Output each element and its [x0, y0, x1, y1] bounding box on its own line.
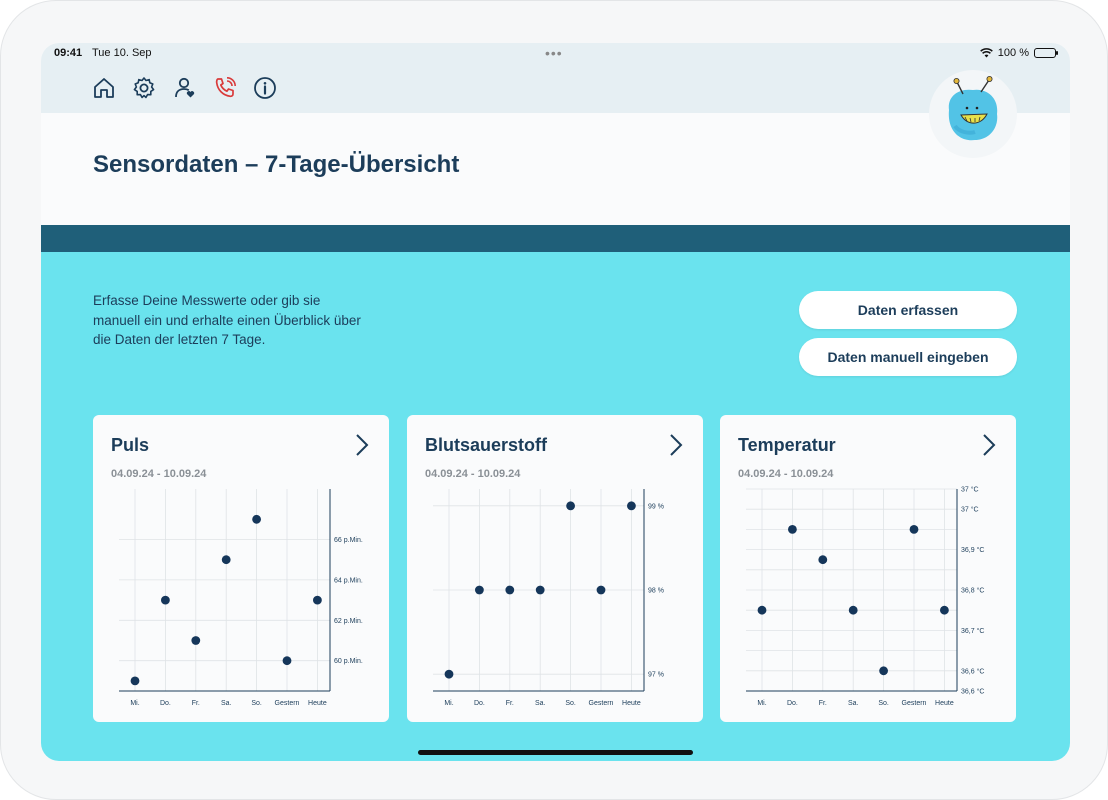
data-point[interactable]: [313, 595, 322, 605]
data-point[interactable]: [788, 525, 797, 534]
temperature-chart: Mi. Do. Fr. Sa. So. Gestern Heute 36,6 °C 36,6 °…: [746, 486, 984, 707]
battery-percent: 100 %: [997, 47, 1029, 59]
y-tick-label: 37 °C: [961, 506, 979, 514]
data-point[interactable]: [282, 656, 292, 666]
data-point[interactable]: [627, 501, 636, 511]
y-tick-label: 36,6 °C: [961, 667, 984, 675]
data-point[interactable]: [475, 585, 484, 595]
data-point[interactable]: [909, 525, 919, 534]
x-tick-label: Fr.: [192, 700, 200, 707]
date-range: 04.09.24 - 10.09.24: [111, 468, 207, 480]
y-tick-label: 99 %: [648, 503, 664, 510]
pulse-chart: Mi. Do. Fr. Sa. So. Gestern Heute 60 p.Min. 62 p…: [119, 489, 363, 707]
card-title: Puls: [111, 435, 150, 455]
y-tick-label: 36,7 °C: [961, 627, 984, 635]
oxygen-card[interactable]: Blutsauerstoff 04.09.24 - 10.09.24 Mi. Do…: [407, 415, 703, 722]
home-icon[interactable]: [91, 75, 117, 101]
y-tick-label: 62 p.Min.: [334, 618, 363, 625]
data-point[interactable]: [757, 605, 767, 615]
y-tick-label: 36,6 °C: [961, 688, 984, 696]
monster-mascot-icon: [948, 76, 998, 141]
oxygen-chart: Mi. Do. Fr. Sa. So. Gestern Heute 97 % 98 % 99 %: [433, 489, 664, 707]
x-tick-label: Heute: [622, 700, 641, 707]
gear-icon[interactable]: [131, 75, 157, 101]
y-tick-label: 98 %: [648, 588, 664, 595]
avatar[interactable]: [929, 70, 1017, 158]
pulse-card[interactable]: Puls 04.09.24 - 10.09.24 Mi. Do. Fr. Sa. So.…: [93, 415, 389, 722]
x-tick-label: So.: [251, 700, 262, 707]
page-title: Sensordaten – 7-Tage-Übersicht: [93, 151, 460, 178]
x-tick-label: Gestern: [275, 700, 300, 707]
plot-area: Mi. Do. Fr. Sa. So. Gestern Heute 36,6 °C 36,6 °…: [746, 486, 984, 707]
x-tick-label: Do.: [474, 700, 485, 707]
x-tick-label: Mi.: [444, 700, 453, 707]
wifi-icon: [979, 48, 993, 58]
x-tick-label: Do.: [160, 700, 171, 707]
x-tick-label: Mi.: [757, 700, 766, 707]
x-tick-label: So.: [565, 700, 576, 707]
y-tick-label: 36,9 °C: [961, 546, 984, 554]
y-tick-label: 97 %: [648, 672, 664, 679]
x-tick-label: So.: [878, 700, 889, 707]
x-tick-label: Gestern: [589, 700, 614, 707]
phone-call-icon[interactable]: [212, 75, 238, 101]
multitask-dots-icon[interactable]: •••: [545, 45, 563, 61]
data-point[interactable]: [879, 666, 888, 676]
x-tick-label: Fr.: [506, 700, 514, 707]
data-point[interactable]: [566, 501, 575, 511]
plot-area: Mi. Do. Fr. Sa. So. Gestern Heute 97 % 98 % 99 %: [433, 489, 664, 707]
x-tick-label: Sa.: [535, 700, 546, 707]
y-tick-label: 60 p.Min.: [334, 658, 363, 665]
manual-entry-button[interactable]: Daten manuell eingeben: [799, 338, 1017, 376]
data-point[interactable]: [252, 514, 261, 524]
chevron-right-icon[interactable]: [355, 433, 369, 457]
chevron-right-icon[interactable]: [669, 433, 683, 457]
status-time: 09:41: [54, 47, 83, 59]
y-tick-label: 64 p.Min.: [334, 577, 363, 584]
y-tick-label: 36,8 °C: [961, 587, 984, 595]
x-tick-label: Sa.: [848, 700, 859, 707]
card-title: Temperatur: [738, 435, 836, 455]
top-navigation: [41, 65, 1070, 113]
screen: 09:41 Tue 10. Sep ••• 100 %: [41, 43, 1070, 761]
data-point[interactable]: [940, 605, 949, 615]
plot-area: Mi. Do. Fr. Sa. So. Gestern Heute 60 p.Min. 62 p…: [119, 489, 363, 707]
data-point[interactable]: [818, 555, 828, 565]
header-band: [41, 225, 1070, 252]
data-point[interactable]: [161, 595, 170, 605]
data-point[interactable]: [191, 636, 201, 645]
intro-text: Erfasse Deine Messwerte oder gib sie man…: [93, 293, 361, 347]
date-range: 04.09.24 - 10.09.24: [738, 468, 834, 480]
date-range: 04.09.24 - 10.09.24: [425, 468, 521, 480]
status-right: 100 %: [979, 47, 1058, 59]
battery-icon: [1034, 48, 1058, 58]
x-tick-label: Gestern: [902, 700, 927, 707]
x-tick-label: Heute: [935, 700, 954, 707]
home-indicator[interactable]: [418, 750, 693, 755]
card-title: Blutsauerstoff: [425, 435, 548, 455]
data-point[interactable]: [130, 676, 140, 686]
data-point[interactable]: [535, 585, 545, 595]
status-date: Tue 10. Sep: [92, 47, 152, 59]
x-tick-label: Heute: [308, 700, 327, 707]
chevron-right-icon[interactable]: [982, 433, 996, 457]
data-point[interactable]: [596, 585, 606, 595]
data-point[interactable]: [848, 605, 858, 615]
data-point[interactable]: [505, 585, 515, 595]
data-point[interactable]: [221, 555, 231, 565]
user-heart-icon[interactable]: [172, 75, 198, 101]
data-point[interactable]: [444, 669, 454, 679]
x-tick-label: Sa.: [221, 700, 232, 707]
capture-data-button[interactable]: Daten erfassen: [799, 291, 1017, 329]
x-tick-label: Fr.: [819, 700, 827, 707]
status-bar: 09:41 Tue 10. Sep ••• 100 %: [41, 43, 1070, 65]
x-tick-label: Mi.: [130, 700, 139, 707]
x-tick-label: Do.: [787, 700, 798, 707]
info-icon[interactable]: [252, 75, 278, 101]
temperature-card[interactable]: Temperatur 04.09.24 - 10.09.24 Mi. Do. Fr.…: [720, 415, 1016, 722]
y-tick-label: 66 p.Min.: [334, 537, 363, 544]
y-tick-label: 37 °C: [961, 486, 979, 494]
